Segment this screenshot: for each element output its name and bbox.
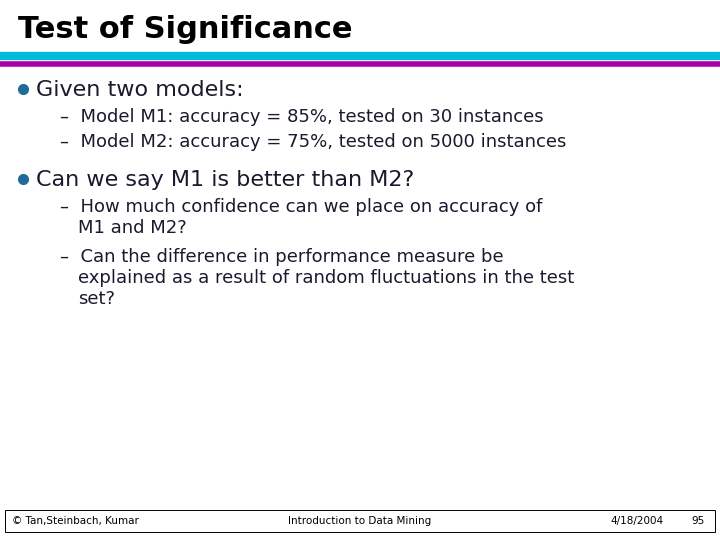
Text: explained as a result of random fluctuations in the test: explained as a result of random fluctuat… [78, 269, 575, 287]
Bar [5, 510, 715, 532]
Text: © Tan,Steinbach, Kumar: © Tan,Steinbach, Kumar [12, 516, 139, 526]
Text: 4/18/2004: 4/18/2004 [610, 516, 663, 526]
Text: set?: set? [78, 290, 115, 308]
Text: 95: 95 [692, 516, 705, 526]
Text: –  Can the difference in performance measure be: – Can the difference in performance meas… [60, 248, 503, 266]
Text: –  How much confidence can we place on accuracy of: – How much confidence can we place on ac… [60, 198, 542, 216]
Text: M1 and M2?: M1 and M2? [78, 219, 186, 237]
Text: Can we say M1 is better than M2?: Can we say M1 is better than M2? [36, 170, 414, 190]
Text: –  Model M1: accuracy = 85%, tested on 30 instances: – Model M1: accuracy = 85%, tested on 30… [60, 108, 544, 126]
Text: –  Model M2: accuracy = 75%, tested on 5000 instances: – Model M2: accuracy = 75%, tested on 50… [60, 133, 567, 151]
Text: Introduction to Data Mining: Introduction to Data Mining [289, 516, 431, 526]
Text: Test of Significance: Test of Significance [18, 15, 353, 44]
Text: Given two models:: Given two models: [36, 80, 243, 100]
